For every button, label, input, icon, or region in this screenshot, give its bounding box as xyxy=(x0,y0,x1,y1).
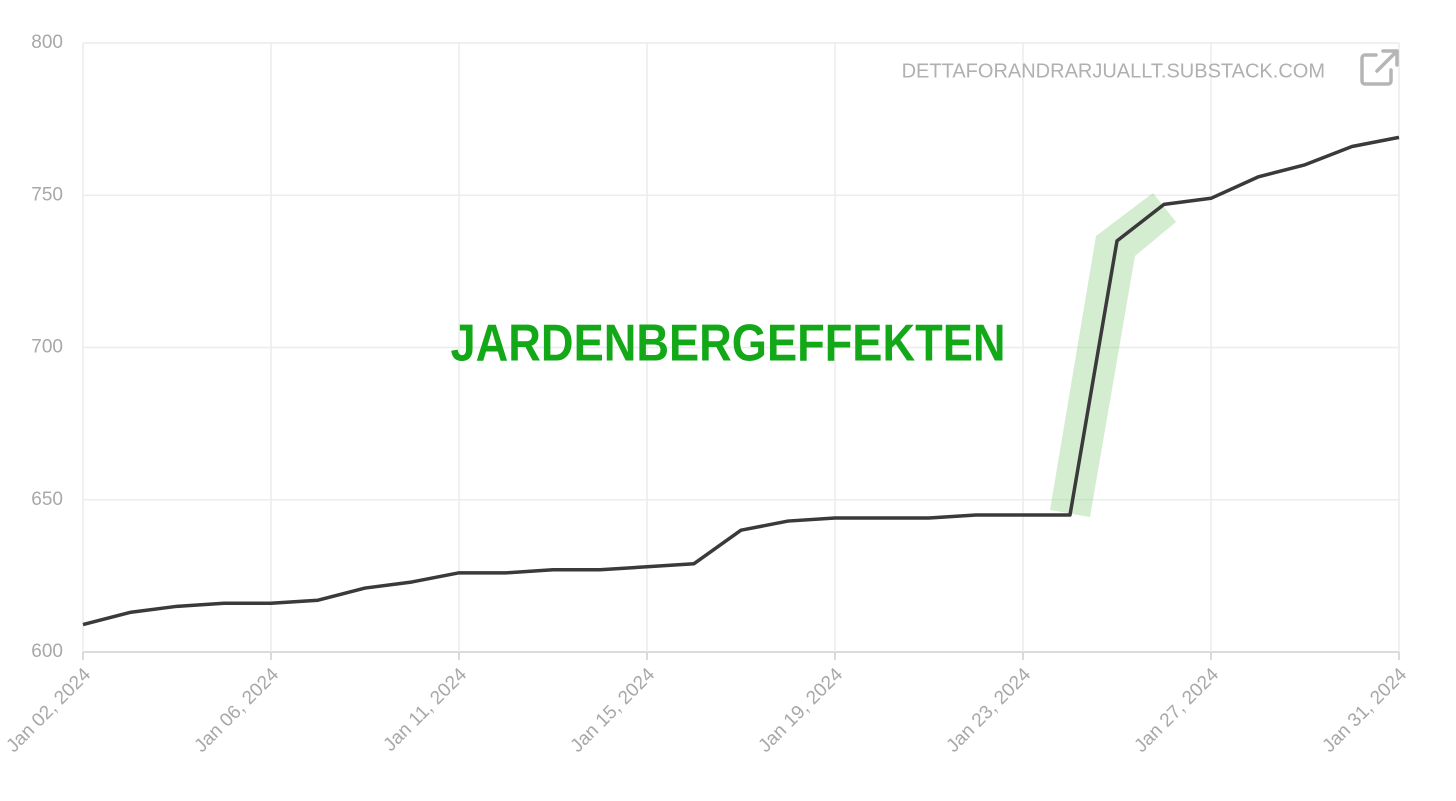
y-tick-label: 700 xyxy=(31,337,63,358)
external-link-icon[interactable] xyxy=(1360,49,1399,86)
line xyxy=(82,135,1400,627)
x-tick-label: Jan 23, 2024 xyxy=(943,664,1036,757)
x-tick-label: Jan 31, 2024 xyxy=(1319,664,1412,757)
y-tick-label: 800 xyxy=(31,32,63,53)
highlight-band xyxy=(1050,193,1176,517)
axes: 600 650 700 750 800 Jan 02, 2024 Jan 06, 2024 J… xyxy=(3,32,1412,757)
x-tick-label: Jan 11, 2024 xyxy=(380,664,472,756)
y-tick-label: 650 xyxy=(31,489,63,510)
x-tick-label: Jan 15, 2024 xyxy=(567,664,660,757)
y-tick-label: 750 xyxy=(31,184,63,205)
x-tick-label: Jan 19, 2024 xyxy=(755,664,848,757)
x-tick-label: Jan 06, 2024 xyxy=(191,664,284,757)
x-tick-label: Jan 27, 2024 xyxy=(1131,664,1224,757)
annotation: JARDENBERGEFFEKTEN xyxy=(451,315,1006,373)
watermark: DETTAFORANDRARJUALLT.SUBSTACK.COM xyxy=(902,60,1325,82)
x-tick-label: Jan 02, 2024 xyxy=(3,664,96,757)
y-tick-label: 600 xyxy=(31,641,63,662)
